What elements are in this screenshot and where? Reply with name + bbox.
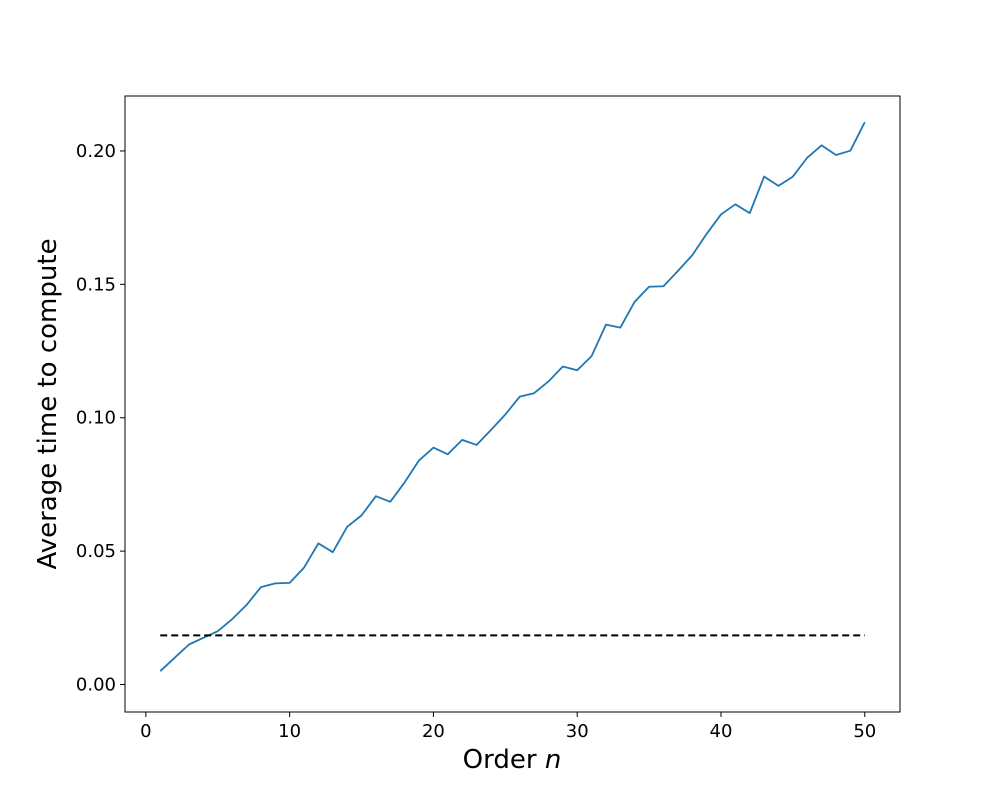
x-axis-label-text: Order bbox=[463, 745, 537, 775]
x-tick-label: 0 bbox=[140, 721, 151, 742]
x-axis-label-variable: n bbox=[545, 745, 561, 775]
y-tick-label: 0.00 bbox=[76, 675, 116, 696]
x-tick-label: 10 bbox=[278, 721, 301, 742]
y-tick-label: 0.20 bbox=[76, 141, 116, 162]
series-group bbox=[159, 121, 866, 672]
x-tick-label: 40 bbox=[710, 721, 733, 742]
y-axis-label: Average time to compute bbox=[33, 238, 63, 569]
x-axis-label: Order n bbox=[463, 745, 562, 775]
x-tick-label: 30 bbox=[566, 721, 589, 742]
x-axis-ticks: 0 10 20 30 40 50 bbox=[140, 712, 876, 742]
y-tick-label: 0.05 bbox=[76, 541, 116, 562]
x-tick-label: 20 bbox=[422, 721, 445, 742]
y-tick-label: 0.10 bbox=[76, 408, 116, 429]
data-series-line bbox=[159, 121, 866, 672]
plot-frame bbox=[124, 95, 901, 713]
y-axis-ticks: 0.00 0.05 0.10 0.15 0.20 bbox=[76, 141, 125, 696]
x-tick-label: 50 bbox=[853, 721, 876, 742]
y-tick-label: 0.15 bbox=[76, 274, 116, 295]
